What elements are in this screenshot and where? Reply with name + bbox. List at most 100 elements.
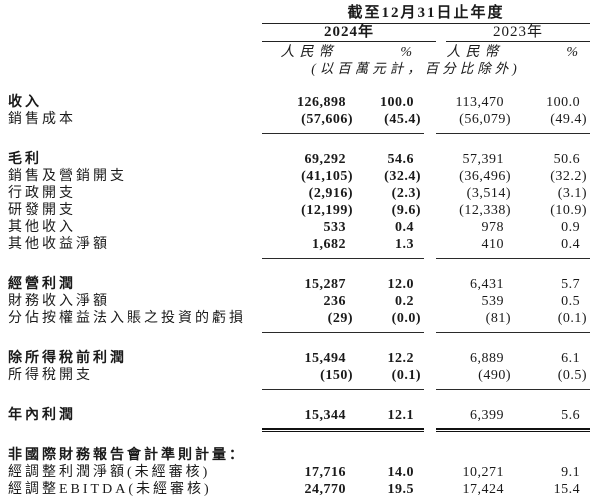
row-label: 年內利潤: [8, 408, 76, 423]
value-2024-pct: [356, 448, 424, 465]
row-label: 研發開支: [8, 203, 76, 218]
header-gutter: [424, 42, 436, 61]
row-label: 除所得稅前利潤: [8, 351, 127, 366]
section-gap: [0, 389, 590, 408]
row-label: 財務收入淨額: [8, 294, 110, 309]
section-gap: [0, 332, 590, 351]
value-2023-rmb: 17,424: [462, 482, 504, 497]
row-label: 經調整EBITDA(未經審核): [8, 482, 212, 497]
value-2024-pct: 100.0: [380, 95, 414, 110]
unit-note: (以百萬元計，百分比除外): [311, 61, 521, 76]
table-row: 經調整EBITDA(未經審核) 24,770 19.5 17,424 15.4: [0, 482, 590, 499]
value-2024-rmb: (41,105): [301, 169, 353, 184]
year-2024-header-cell: 2024年: [262, 23, 436, 42]
value-2023-rmb: (12,338): [459, 203, 511, 218]
value-2024-pct: (0.1): [356, 368, 424, 390]
gutter: [424, 311, 436, 332]
table-row: 年內利潤 15,344 12.1 6,399 5.6: [0, 408, 591, 432]
row-label: 其他收入: [8, 220, 76, 235]
value-2023-pct: 5.7: [561, 277, 581, 292]
value-2023-rmb: 978: [481, 220, 504, 235]
percent-2023-header: %: [566, 45, 579, 60]
row-label: 所得稅開支: [8, 368, 93, 383]
value-2024-rmb: (150): [262, 368, 356, 390]
value-2023-pct: 0.5: [561, 294, 581, 309]
year-2023-header: 2023年: [446, 24, 591, 42]
value-2024-rmb: [262, 448, 356, 465]
value-2024-rmb: 533: [323, 220, 346, 235]
gutter: [424, 351, 436, 368]
value-2023-pct: 5.6: [514, 408, 591, 432]
row-label: 毛利: [8, 152, 42, 167]
percent-2024-header: %: [400, 45, 412, 60]
value-2024-rmb: (29): [262, 311, 356, 333]
value-2023-rmb: 57,391: [462, 152, 504, 167]
gutter: [424, 294, 436, 311]
table-row: 其他收入 533 0.4 978 0.9: [0, 220, 590, 237]
value-2023-rmb: 6,431: [470, 277, 504, 292]
table-body: 收入 126,898 100.0 113,470 100.0 銷售成本 (57,606) (4…: [0, 95, 591, 499]
value-2024-rmb: 24,770: [304, 482, 346, 497]
table-row: 銷售及營銷開支 (41,105) (32.4) (36,496) (32.2): [0, 169, 590, 186]
gutter: [424, 203, 436, 220]
value-2023-pct: 100.0: [546, 95, 581, 110]
value-2023-pct: (0.1): [514, 311, 591, 333]
value-2024-rmb: 236: [323, 294, 346, 309]
currency-2023-header: 人民幣: [446, 45, 504, 60]
gutter: [424, 95, 436, 112]
year-header-row: 2024年 2023年: [0, 23, 591, 42]
table-row: 非國際財務報告會計準則計量：: [0, 448, 590, 465]
row-label: 分佔按權益法入賬之投資的虧損: [8, 311, 246, 326]
value-2023-rmb: (490): [436, 368, 514, 390]
gutter: [424, 169, 436, 186]
gutter: [424, 186, 436, 203]
table-row: 收入 126,898 100.0 113,470 100.0: [0, 95, 590, 112]
value-2023-pct: [514, 448, 590, 465]
table-row: 所得稅開支 (150) (0.1) (490) (0.5): [0, 368, 591, 390]
gutter: [424, 368, 436, 389]
table-row: 經營利潤 15,287 12.0 6,431 5.7: [0, 277, 590, 294]
value-2023-pct: (0.5): [514, 368, 591, 390]
value-2023-rmb: 6,399: [436, 408, 514, 432]
gutter: [424, 465, 436, 482]
table-row: 行政開支 (2,916) (2.3) (3,514) (3.1): [0, 186, 590, 203]
currency-header-row: 人民幣 % 人民幣 %: [0, 42, 590, 61]
header-gap: [0, 78, 590, 95]
value-2024-pct: 0.2: [395, 294, 414, 309]
value-2023-pct: (3.1): [557, 186, 588, 201]
unit-note-row: (以百萬元計，百分比除外): [0, 61, 590, 78]
gutter: [424, 112, 436, 133]
value-2023-pct: 0.9: [561, 220, 581, 235]
value-2023-rmb: (56,079): [436, 112, 514, 134]
year-2024-header: 2024年: [262, 24, 436, 42]
value-2024-rmb: 15,344: [262, 408, 356, 432]
row-label: 經營利潤: [8, 277, 76, 292]
year-2023-header-cell: 2023年: [436, 23, 591, 42]
value-2023-rmb: 6,889: [470, 351, 504, 366]
value-2024-pct: 54.6: [387, 152, 414, 167]
gutter: [424, 237, 436, 258]
value-2024-pct: 0.4: [395, 220, 414, 235]
value-2023-rmb: [436, 448, 514, 465]
value-2023-pct: 15.4: [553, 482, 581, 497]
row-label: 銷售成本: [8, 112, 76, 127]
row-label: 其他收益淨額: [8, 237, 110, 252]
period-title: 截至12月31日止年度: [262, 2, 591, 24]
gutter: [424, 408, 436, 429]
value-2024-rmb: (2,916): [308, 186, 353, 201]
value-2024-rmb: 1,682: [262, 237, 356, 259]
header-spacer: [0, 2, 262, 23]
value-2024-pct: 19.5: [387, 482, 414, 497]
value-2023-pct: 9.1: [561, 465, 581, 480]
row-label: 收入: [8, 95, 42, 110]
value-2023-pct: (10.9): [550, 203, 588, 218]
row-label: 經調整利潤淨額(未經審核): [8, 465, 211, 480]
value-2024-pct: 14.0: [387, 465, 414, 480]
table-row: 研發開支 (12,199) (9.6) (12,338) (10.9): [0, 203, 590, 220]
header-spacer: [0, 42, 262, 61]
gutter: [424, 448, 436, 465]
value-2024-pct: (0.0): [356, 311, 424, 333]
value-2023-pct: 0.4: [514, 237, 591, 259]
table-row: 除所得稅前利潤 15,494 12.2 6,889 6.1: [0, 351, 590, 368]
income-statement-table: 截至12月31日止年度 2024年 2023年 人民幣 % 人民幣 %: [0, 2, 591, 499]
